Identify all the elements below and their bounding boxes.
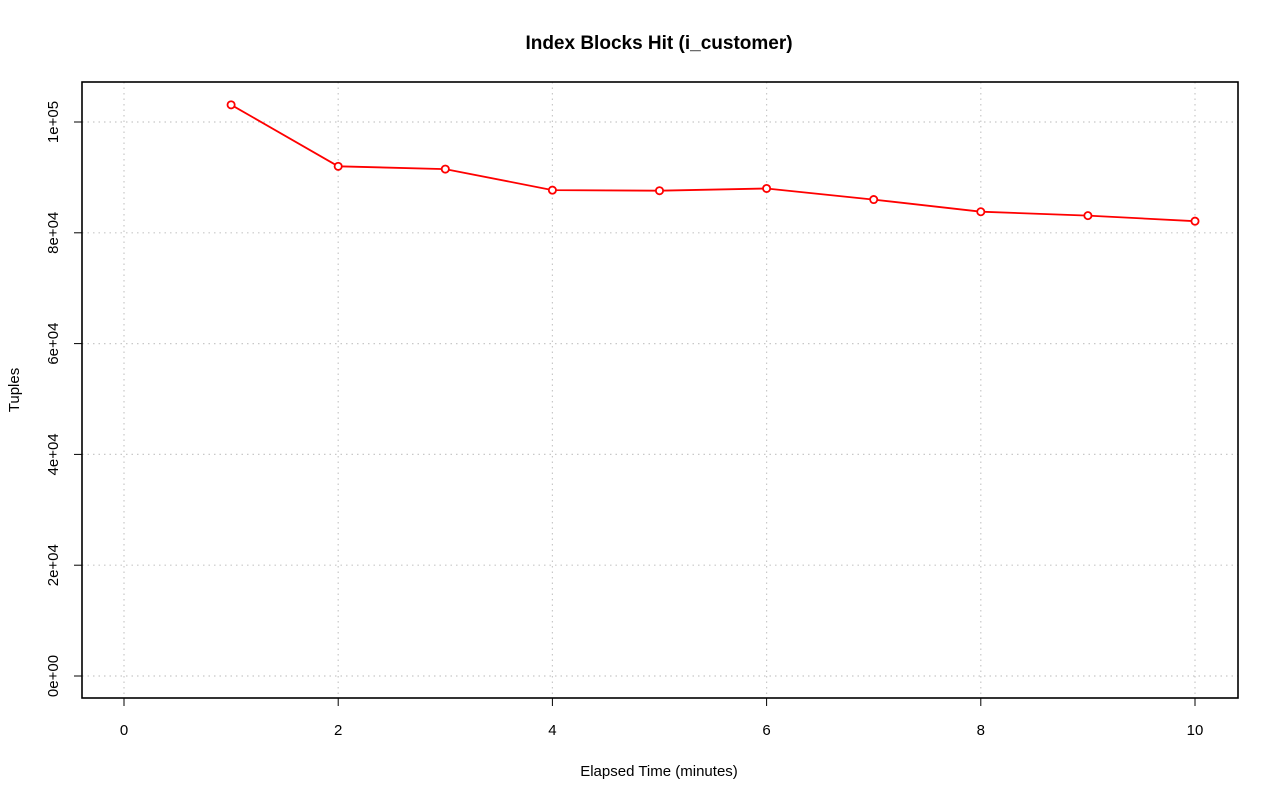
series-layer bbox=[226, 100, 1200, 226]
chart-title: Index Blocks Hit (i_customer) bbox=[525, 33, 792, 54]
data-point bbox=[226, 100, 236, 110]
y-tick-label: 4e+04 bbox=[45, 433, 62, 475]
series-line bbox=[230, 104, 1196, 223]
data-point bbox=[976, 207, 986, 217]
data-point bbox=[1190, 216, 1200, 226]
data-point bbox=[547, 185, 557, 195]
x-axis: 0 2 4 6 8 10 bbox=[120, 698, 1204, 739]
x-tick-label: 8 bbox=[977, 722, 985, 739]
y-tick-label: 2e+04 bbox=[45, 544, 62, 586]
data-point bbox=[655, 186, 665, 196]
y-tick-label: 6e+04 bbox=[45, 323, 62, 365]
x-tick-label: 10 bbox=[1187, 722, 1204, 739]
data-point bbox=[333, 161, 343, 171]
data-point bbox=[1083, 211, 1093, 221]
data-point bbox=[869, 195, 879, 205]
data-point bbox=[440, 164, 450, 174]
grid-lines bbox=[82, 82, 1238, 698]
plot-frame bbox=[81, 81, 1239, 699]
y-tick-label: 0e+00 bbox=[45, 655, 62, 697]
data-point bbox=[762, 183, 772, 193]
y-axis: 0e+00 2e+04 4e+04 6e+04 8e+04 1e+05 bbox=[45, 101, 82, 697]
x-tick-label: 4 bbox=[548, 722, 556, 739]
x-tick-label: 2 bbox=[334, 722, 342, 739]
y-tick-label: 8e+04 bbox=[45, 212, 62, 254]
x-axis-title: Elapsed Time (minutes) bbox=[580, 763, 738, 780]
y-tick-label: 1e+05 bbox=[45, 101, 62, 143]
x-tick-label: 6 bbox=[762, 722, 770, 739]
y-axis-title: Tuples bbox=[6, 368, 23, 412]
x-tick-label: 0 bbox=[120, 722, 128, 739]
